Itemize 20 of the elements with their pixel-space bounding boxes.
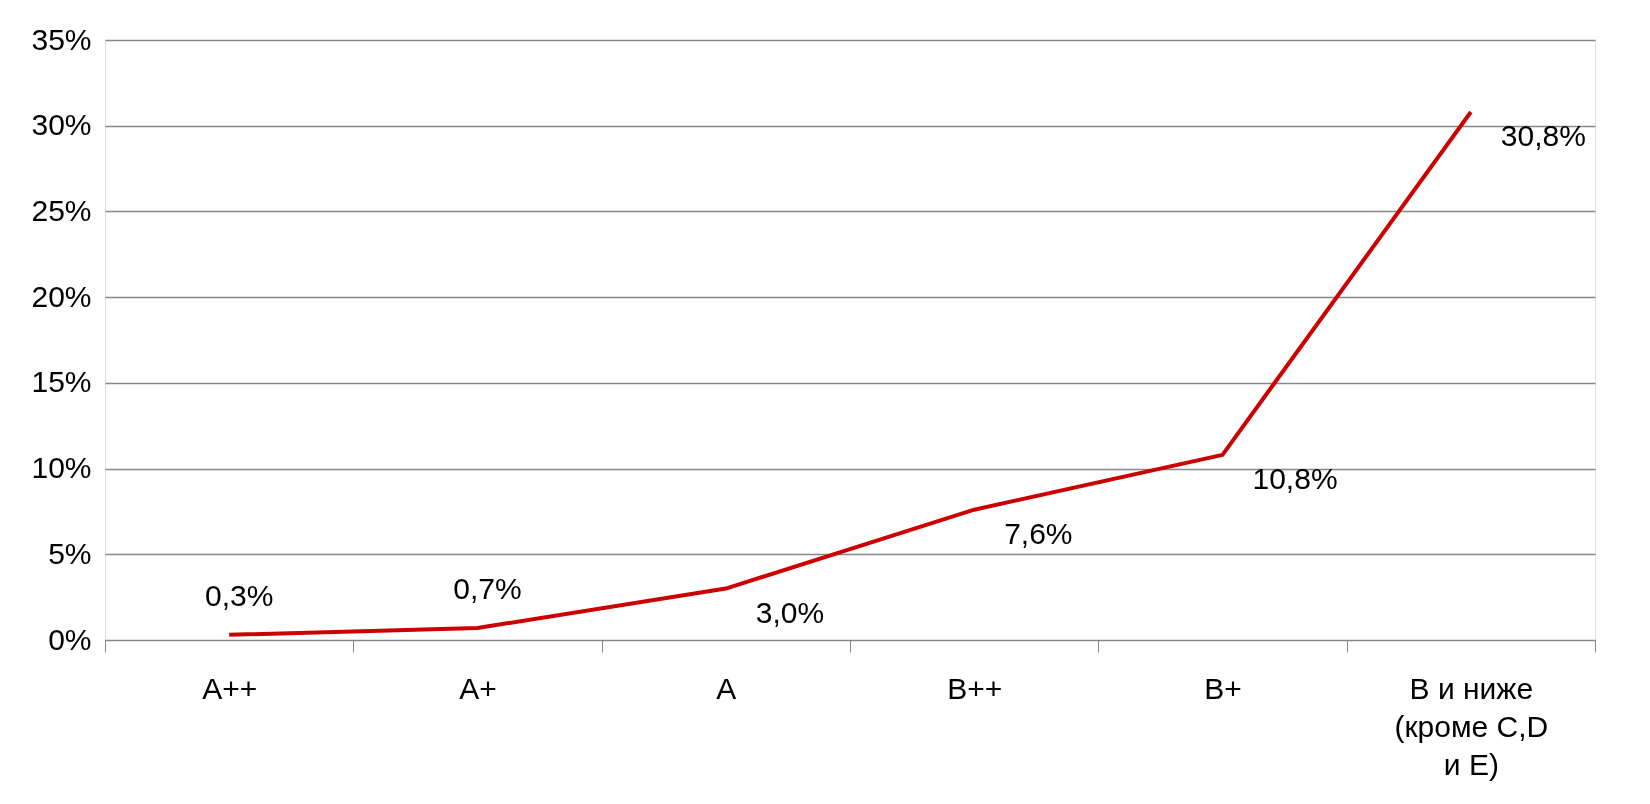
data-label: 30,8% (1500, 119, 1586, 152)
data-label: 7,6% (1004, 516, 1073, 550)
y-tick-label: 15% (31, 365, 92, 399)
y-tick-label: 30% (31, 108, 92, 142)
x-tick-label: B и ниже (кроме C,D и E) (1394, 671, 1549, 781)
y-tick-label: 25% (31, 193, 92, 227)
x-tick-label: A+ (459, 671, 497, 705)
x-tick-label: B+ (1204, 671, 1242, 705)
x-tick-label: A (716, 671, 737, 705)
y-tick-label: 5% (48, 536, 92, 570)
x-tick-label: A++ (202, 671, 258, 705)
x-tick-label: B++ (947, 671, 1003, 705)
data-label: 10,8% (1252, 461, 1338, 495)
data-label: 3,0% (755, 595, 825, 629)
y-tick-label: 0% (48, 622, 92, 656)
data-label: 0,3% (204, 578, 274, 612)
y-tick-label: 10% (31, 451, 92, 485)
y-tick-label: 20% (31, 279, 92, 313)
data-label: 0,7% (453, 572, 522, 605)
y-tick-label: 35% (31, 22, 92, 56)
